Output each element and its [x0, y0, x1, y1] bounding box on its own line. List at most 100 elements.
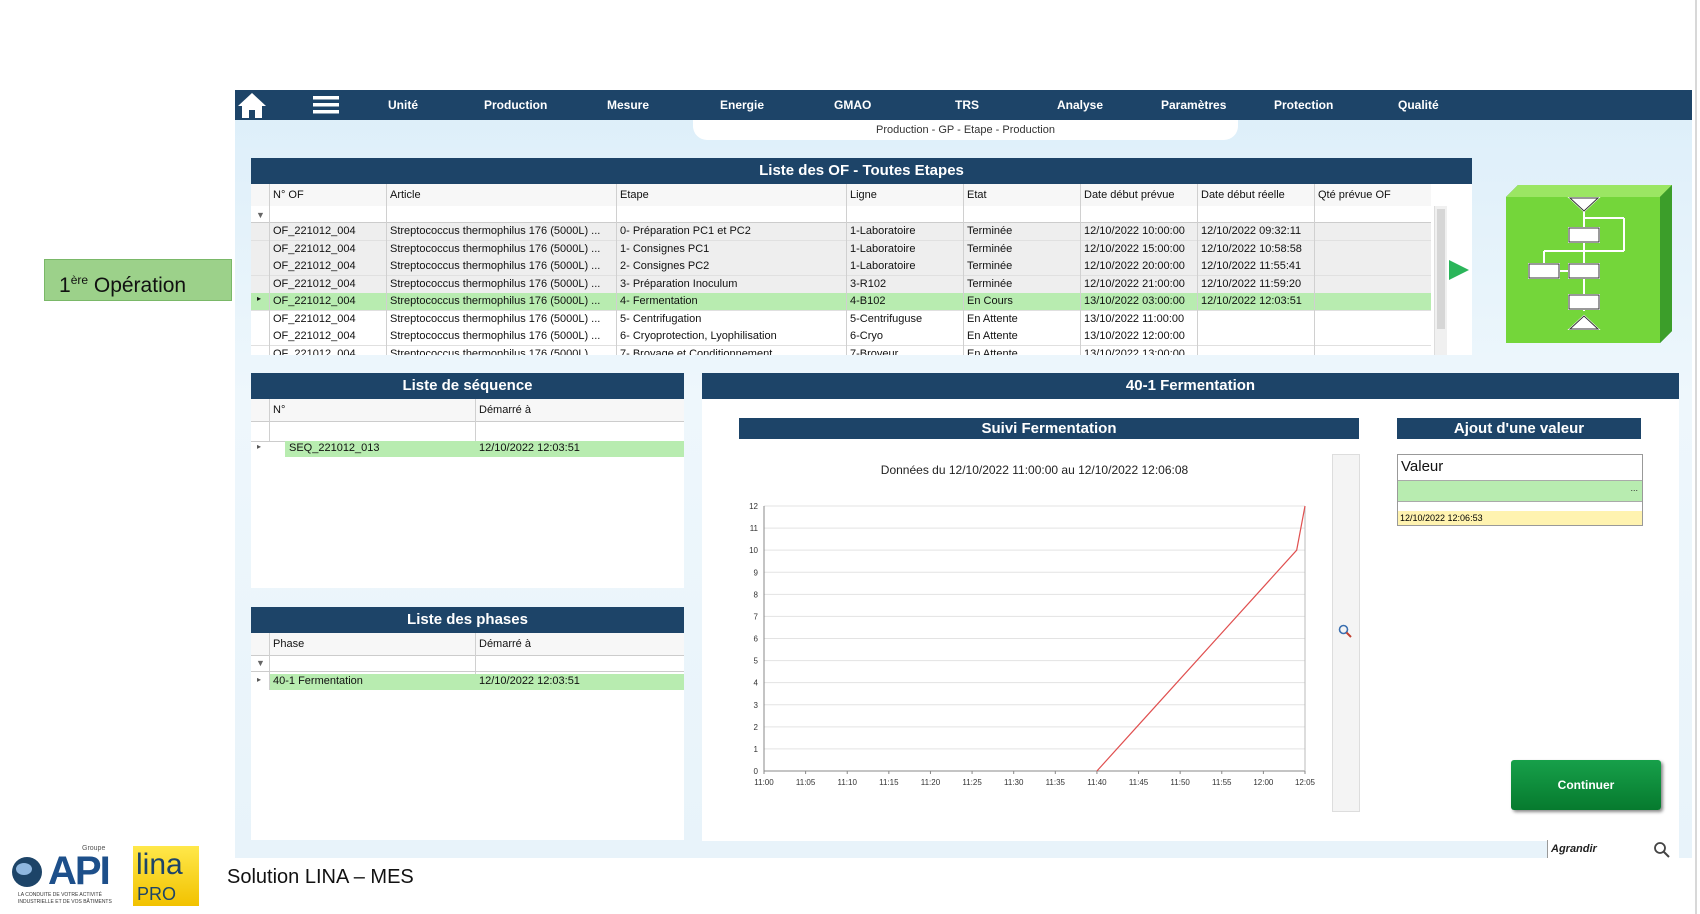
- nav-item-protection[interactable]: Protection: [1274, 98, 1334, 112]
- valeur-timestamp-text: 12/10/2022 12:06:53: [1400, 513, 1483, 523]
- agrandir-field[interactable]: Agrandir: [1547, 840, 1679, 858]
- of-col-header[interactable]: N° OF: [273, 189, 304, 201]
- of-col-header[interactable]: Ligne: [850, 189, 877, 201]
- of-cell: 1: [1314, 348, 1431, 356]
- x-tick-label: 11:20: [921, 778, 941, 787]
- of-cell: 6-Cryo: [850, 330, 884, 342]
- filter-icon[interactable]: ▼: [256, 658, 265, 668]
- y-tick-label: 5: [754, 657, 759, 666]
- of-cell: En Attente: [967, 312, 1018, 325]
- api-tagline-1: LA CONDUITE DE VOTRE ACTIVITÉ: [18, 892, 102, 898]
- operation-label-prefix: 1: [59, 274, 71, 297]
- continue-button[interactable]: Continuer: [1511, 760, 1661, 810]
- slide-right-border: [1695, 0, 1697, 914]
- x-tick-label: 11:10: [838, 778, 858, 787]
- api-tagline-2: INDUSTRIELLE ET DE VOS BÂTIMENTS: [18, 899, 112, 905]
- x-tick-label: 11:05: [796, 778, 816, 787]
- of-cell: 1: [1314, 278, 1431, 290]
- of-cell: En Cours: [967, 295, 1013, 307]
- table-row[interactable]: OF_221012_004 Streptococcus thermophilus …: [251, 310, 1431, 329]
- phase-list-title: Liste des phases: [251, 607, 684, 633]
- phase-start: 12/10/2022 12:03:51: [479, 675, 580, 687]
- of-cell: 2- Consignes PC2: [620, 260, 710, 272]
- sequence-col-header-num[interactable]: N°: [273, 404, 286, 416]
- of-col-header[interactable]: Etat: [967, 189, 987, 201]
- of-cell: 4-B102: [850, 295, 886, 307]
- table-row[interactable]: SEQ_221012_013 12/10/2022 12:03:51: [285, 441, 684, 457]
- of-cell: 12/10/2022 10:00:00: [1084, 225, 1185, 237]
- of-cell: 1: [1314, 243, 1431, 255]
- of-col-header[interactable]: Date début réelle: [1201, 189, 1285, 201]
- of-col-header[interactable]: Date début prévue: [1084, 189, 1175, 201]
- nav-item-production[interactable]: Production: [484, 98, 548, 112]
- row-indicator-icon: ▸: [257, 442, 262, 451]
- nav-item-energie[interactable]: Energie: [720, 98, 765, 112]
- y-tick-label: 3: [754, 701, 759, 710]
- of-cell: 7-Broyeur: [850, 347, 899, 356]
- y-tick-label: 1: [754, 745, 759, 754]
- of-list-scrollbar[interactable]: [1434, 206, 1447, 355]
- table-row[interactable]: OF_221012_004 Streptococcus thermophilus …: [251, 345, 1431, 356]
- nav-item-qualite[interactable]: Qualité: [1398, 98, 1439, 112]
- valeur-input[interactable]: ...: [1398, 480, 1642, 502]
- add-value-form: Valeur ... 12/10/2022 12:06:53: [1397, 454, 1643, 526]
- nav-item-trs[interactable]: TRS: [955, 98, 979, 112]
- table-row[interactable]: 40-1 Fermentation 12/10/2022 12:03:51: [270, 674, 684, 690]
- table-row[interactable]: OF_221012_004 Streptococcus thermophilus …: [251, 275, 1431, 294]
- flow-diagram-icon[interactable]: [1504, 183, 1674, 350]
- of-cell: 12/10/2022 11:55:41: [1201, 260, 1302, 272]
- nav-item-gmao[interactable]: GMAO: [834, 98, 872, 112]
- nav-item-unite[interactable]: Unité: [388, 98, 418, 112]
- of-cell: Streptococcus thermophilus 176 (5000L) .…: [390, 347, 601, 356]
- x-tick-label: 11:25: [962, 778, 982, 787]
- series-line: [1096, 505, 1306, 772]
- nav-item-analyse[interactable]: Analyse: [1057, 98, 1104, 112]
- phase-filter-row[interactable]: [251, 655, 684, 672]
- table-row[interactable]: OF_221012_004 Streptococcus thermophilus …: [251, 328, 1431, 346]
- x-tick-label: 11:45: [1129, 778, 1149, 787]
- of-cell: Terminée: [967, 260, 1013, 272]
- lina-logo-text: lina: [136, 848, 183, 881]
- top-navigation: Unité Production Mesure Energie GMAO TRS…: [235, 90, 1692, 120]
- magnifier-icon[interactable]: [1653, 841, 1671, 864]
- phase-col-header-start[interactable]: Démarré à: [479, 638, 531, 650]
- table-row[interactable]: OF_221012_004 Streptococcus thermophilus …: [251, 223, 1431, 241]
- x-tick-label: 11:30: [1004, 778, 1024, 787]
- of-cell: 12/10/2022 15:00:00: [1084, 242, 1185, 255]
- of-cell: Streptococcus thermophilus 176 (5000L) .…: [390, 295, 601, 307]
- api-logo: Groupe API LA CONDUITE DE VOTRE ACTIVITÉ…: [10, 845, 120, 907]
- y-tick-label: 10: [749, 546, 758, 555]
- of-cell: 12/10/2022 10:58:58: [1201, 242, 1302, 255]
- of-cell: 1: [1314, 260, 1431, 272]
- of-col-header[interactable]: Article: [390, 189, 421, 201]
- of-cell: 1-Laboratoire: [850, 225, 916, 237]
- of-cell: 13/10/2022 13:00:00: [1084, 347, 1185, 356]
- of-cell: OF_221012_004: [273, 225, 356, 237]
- of-list-filter-row[interactable]: [251, 206, 1431, 223]
- play-arrow-icon[interactable]: [1447, 258, 1471, 287]
- x-tick-label: 12:05: [1295, 778, 1316, 787]
- menu-icon[interactable]: [313, 95, 339, 115]
- sequence-col-header-start[interactable]: Démarré à: [479, 404, 531, 416]
- y-tick-label: 9: [754, 568, 759, 577]
- table-row[interactable]: OF_221012_004 Streptococcus thermophilus …: [251, 240, 1431, 259]
- ellipsis-icon[interactable]: ...: [1630, 483, 1638, 493]
- chart-panel-title: Suivi Fermentation: [739, 418, 1359, 439]
- of-cell: OF_221012_004: [273, 347, 356, 356]
- operation-label: 1ère Opération: [44, 259, 232, 301]
- y-tick-label: 7: [754, 612, 759, 621]
- phase-col-header-phase[interactable]: Phase: [273, 638, 305, 650]
- of-col-header[interactable]: Qté prévue OF: [1318, 189, 1391, 201]
- of-cell: 1: [1314, 313, 1431, 325]
- of-cell: Streptococcus thermophilus 176 (5000L) .…: [390, 330, 601, 342]
- of-col-header[interactable]: Etape: [620, 189, 649, 201]
- home-icon[interactable]: [237, 91, 267, 119]
- footer-title: Solution LINA – MES: [227, 866, 414, 888]
- filter-icon[interactable]: ▼: [256, 210, 265, 220]
- sequence-start: 12/10/2022 12:03:51: [479, 442, 580, 454]
- nav-item-mesure[interactable]: Mesure: [607, 98, 650, 112]
- zoom-icon[interactable]: [1338, 624, 1352, 643]
- nav-item-parametres[interactable]: Paramètres: [1161, 98, 1227, 112]
- table-row[interactable]: OF_221012_004 Streptococcus thermophilus …: [251, 258, 1431, 276]
- table-row[interactable]: ▸ OF_221012_004 Streptococcus thermophilus…: [251, 293, 1431, 311]
